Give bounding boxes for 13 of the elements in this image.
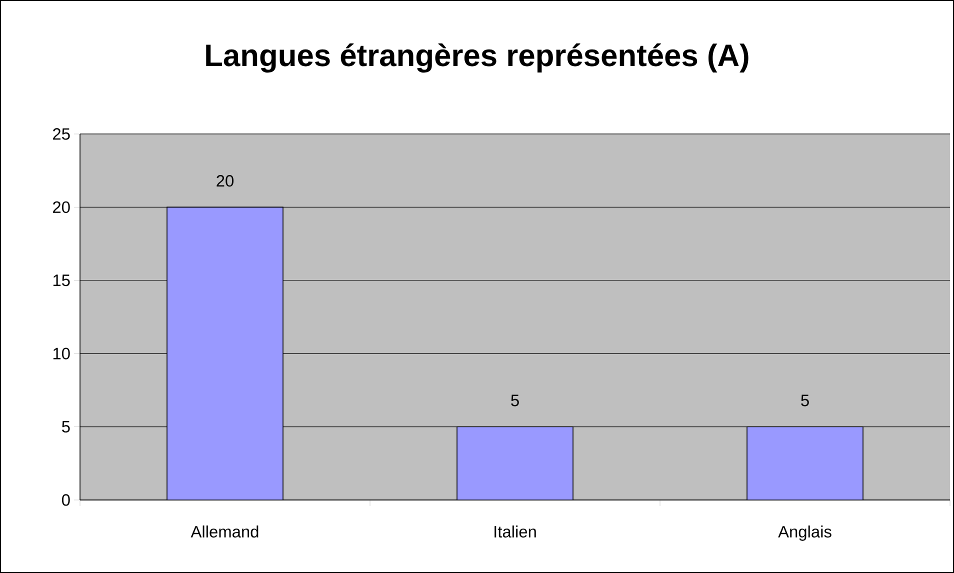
y-tick-label: 0: [62, 494, 70, 506]
y-tick-label: 25: [53, 128, 70, 140]
x-tick-label: Allemand: [190, 526, 258, 538]
data-label: 5: [511, 394, 519, 406]
y-tick-label: 5: [62, 421, 70, 433]
chart-title: Langues étrangères représentées (A): [206, 43, 748, 73]
y-tick-label: 15: [53, 274, 70, 286]
x-tick-label: Anglais: [778, 526, 832, 541]
data-label: 20: [216, 175, 234, 187]
y-tick-label: 10: [53, 348, 70, 360]
y-tick-label: 20: [53, 201, 70, 213]
x-tick-label: Italien: [494, 526, 536, 538]
data-label: 5: [801, 394, 809, 406]
